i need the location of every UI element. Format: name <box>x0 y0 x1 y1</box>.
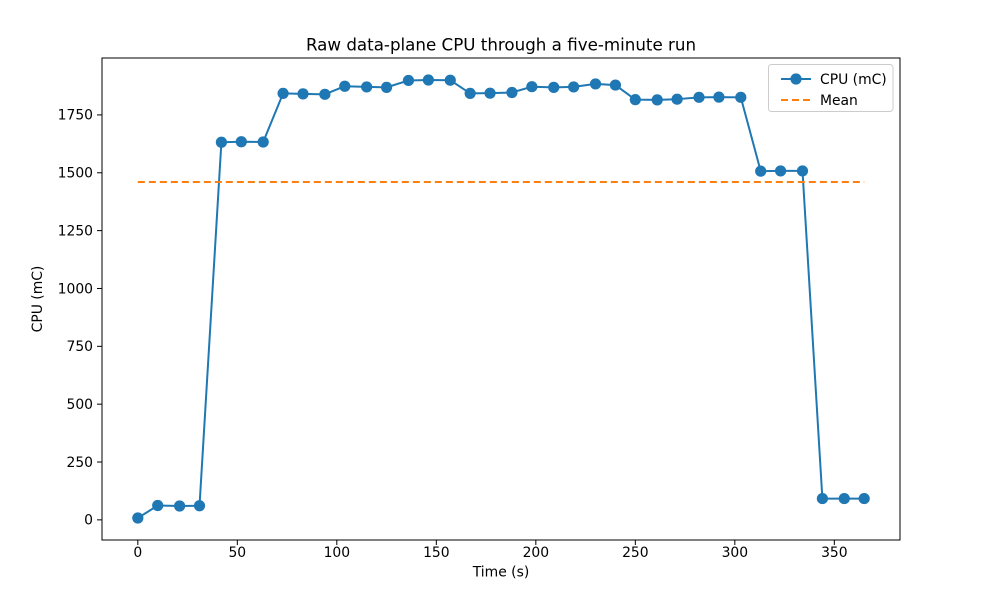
plot-data <box>132 74 870 524</box>
x-tick-label: 100 <box>324 545 351 561</box>
y-tick-label: 1250 <box>58 223 93 239</box>
data-point-marker <box>193 500 206 512</box>
plot-border <box>101 57 901 541</box>
x-tick-label: 0 <box>133 545 142 561</box>
data-point-marker <box>297 88 309 100</box>
data-point-marker <box>277 87 289 100</box>
data-point-marker <box>713 91 725 103</box>
x-axis-label: Time (s) <box>472 565 530 581</box>
data-point-marker <box>235 136 247 148</box>
data-point-marker <box>132 512 144 524</box>
data-point-marker <box>816 492 828 505</box>
data-point-marker <box>609 79 622 91</box>
data-point-marker <box>548 81 560 93</box>
x-tick-label: 300 <box>722 545 749 561</box>
data-point-marker <box>339 80 351 92</box>
data-point-marker <box>755 165 767 177</box>
data-point-marker <box>152 499 164 512</box>
data-point-marker <box>526 81 538 93</box>
x-tick-label: 250 <box>622 545 649 561</box>
data-point-marker <box>484 87 496 99</box>
y-tick-label: 1000 <box>58 281 93 297</box>
data-point-marker <box>838 492 850 505</box>
data-point-marker <box>774 165 787 177</box>
data-point-marker <box>506 86 518 99</box>
data-point-marker <box>444 74 456 86</box>
data-point-marker <box>319 88 331 100</box>
data-point-marker <box>651 94 663 106</box>
legend-label-cpu: CPU (mC) <box>820 72 887 88</box>
x-tick-label: 350 <box>821 545 848 561</box>
y-tick-label: 1750 <box>58 108 93 124</box>
data-point-marker <box>693 91 705 103</box>
data-point-marker <box>174 500 186 512</box>
legend-cpu-marker-icon <box>790 73 802 85</box>
data-point-marker <box>568 81 580 93</box>
data-point-marker <box>402 74 415 87</box>
x-tick-label: 50 <box>228 545 246 561</box>
data-point-marker <box>671 93 683 105</box>
y-axis-label: CPU (mC) <box>30 266 46 333</box>
data-point-marker <box>380 81 393 93</box>
legend: CPU (mC) Mean <box>768 64 894 112</box>
y-tick-label: 750 <box>66 339 93 355</box>
data-point-marker <box>858 492 870 505</box>
data-point-marker <box>629 94 641 106</box>
data-point-marker <box>257 136 269 148</box>
y-tick-label: 1500 <box>58 166 93 182</box>
data-point-marker <box>464 87 476 100</box>
x-tick-label: 150 <box>423 545 450 561</box>
y-tick-label: 500 <box>66 397 93 413</box>
y-tick-label: 250 <box>66 455 93 471</box>
axes: 0 50 100 150 200 250 300 350 0 250 500 750 1000 1250 1… <box>58 57 901 561</box>
chart-title: Raw data-plane CPU through a five-minute… <box>306 35 696 55</box>
data-point-marker <box>422 74 434 86</box>
data-point-marker <box>361 81 373 93</box>
data-point-marker <box>796 165 809 177</box>
plot-area <box>102 58 900 540</box>
x-tick-label: 200 <box>523 545 550 561</box>
data-point-marker <box>735 91 747 103</box>
y-tick-label: 0 <box>84 513 93 529</box>
legend-label-mean: Mean <box>820 93 858 109</box>
data-point-marker <box>215 136 228 148</box>
data-point-marker <box>589 78 602 90</box>
